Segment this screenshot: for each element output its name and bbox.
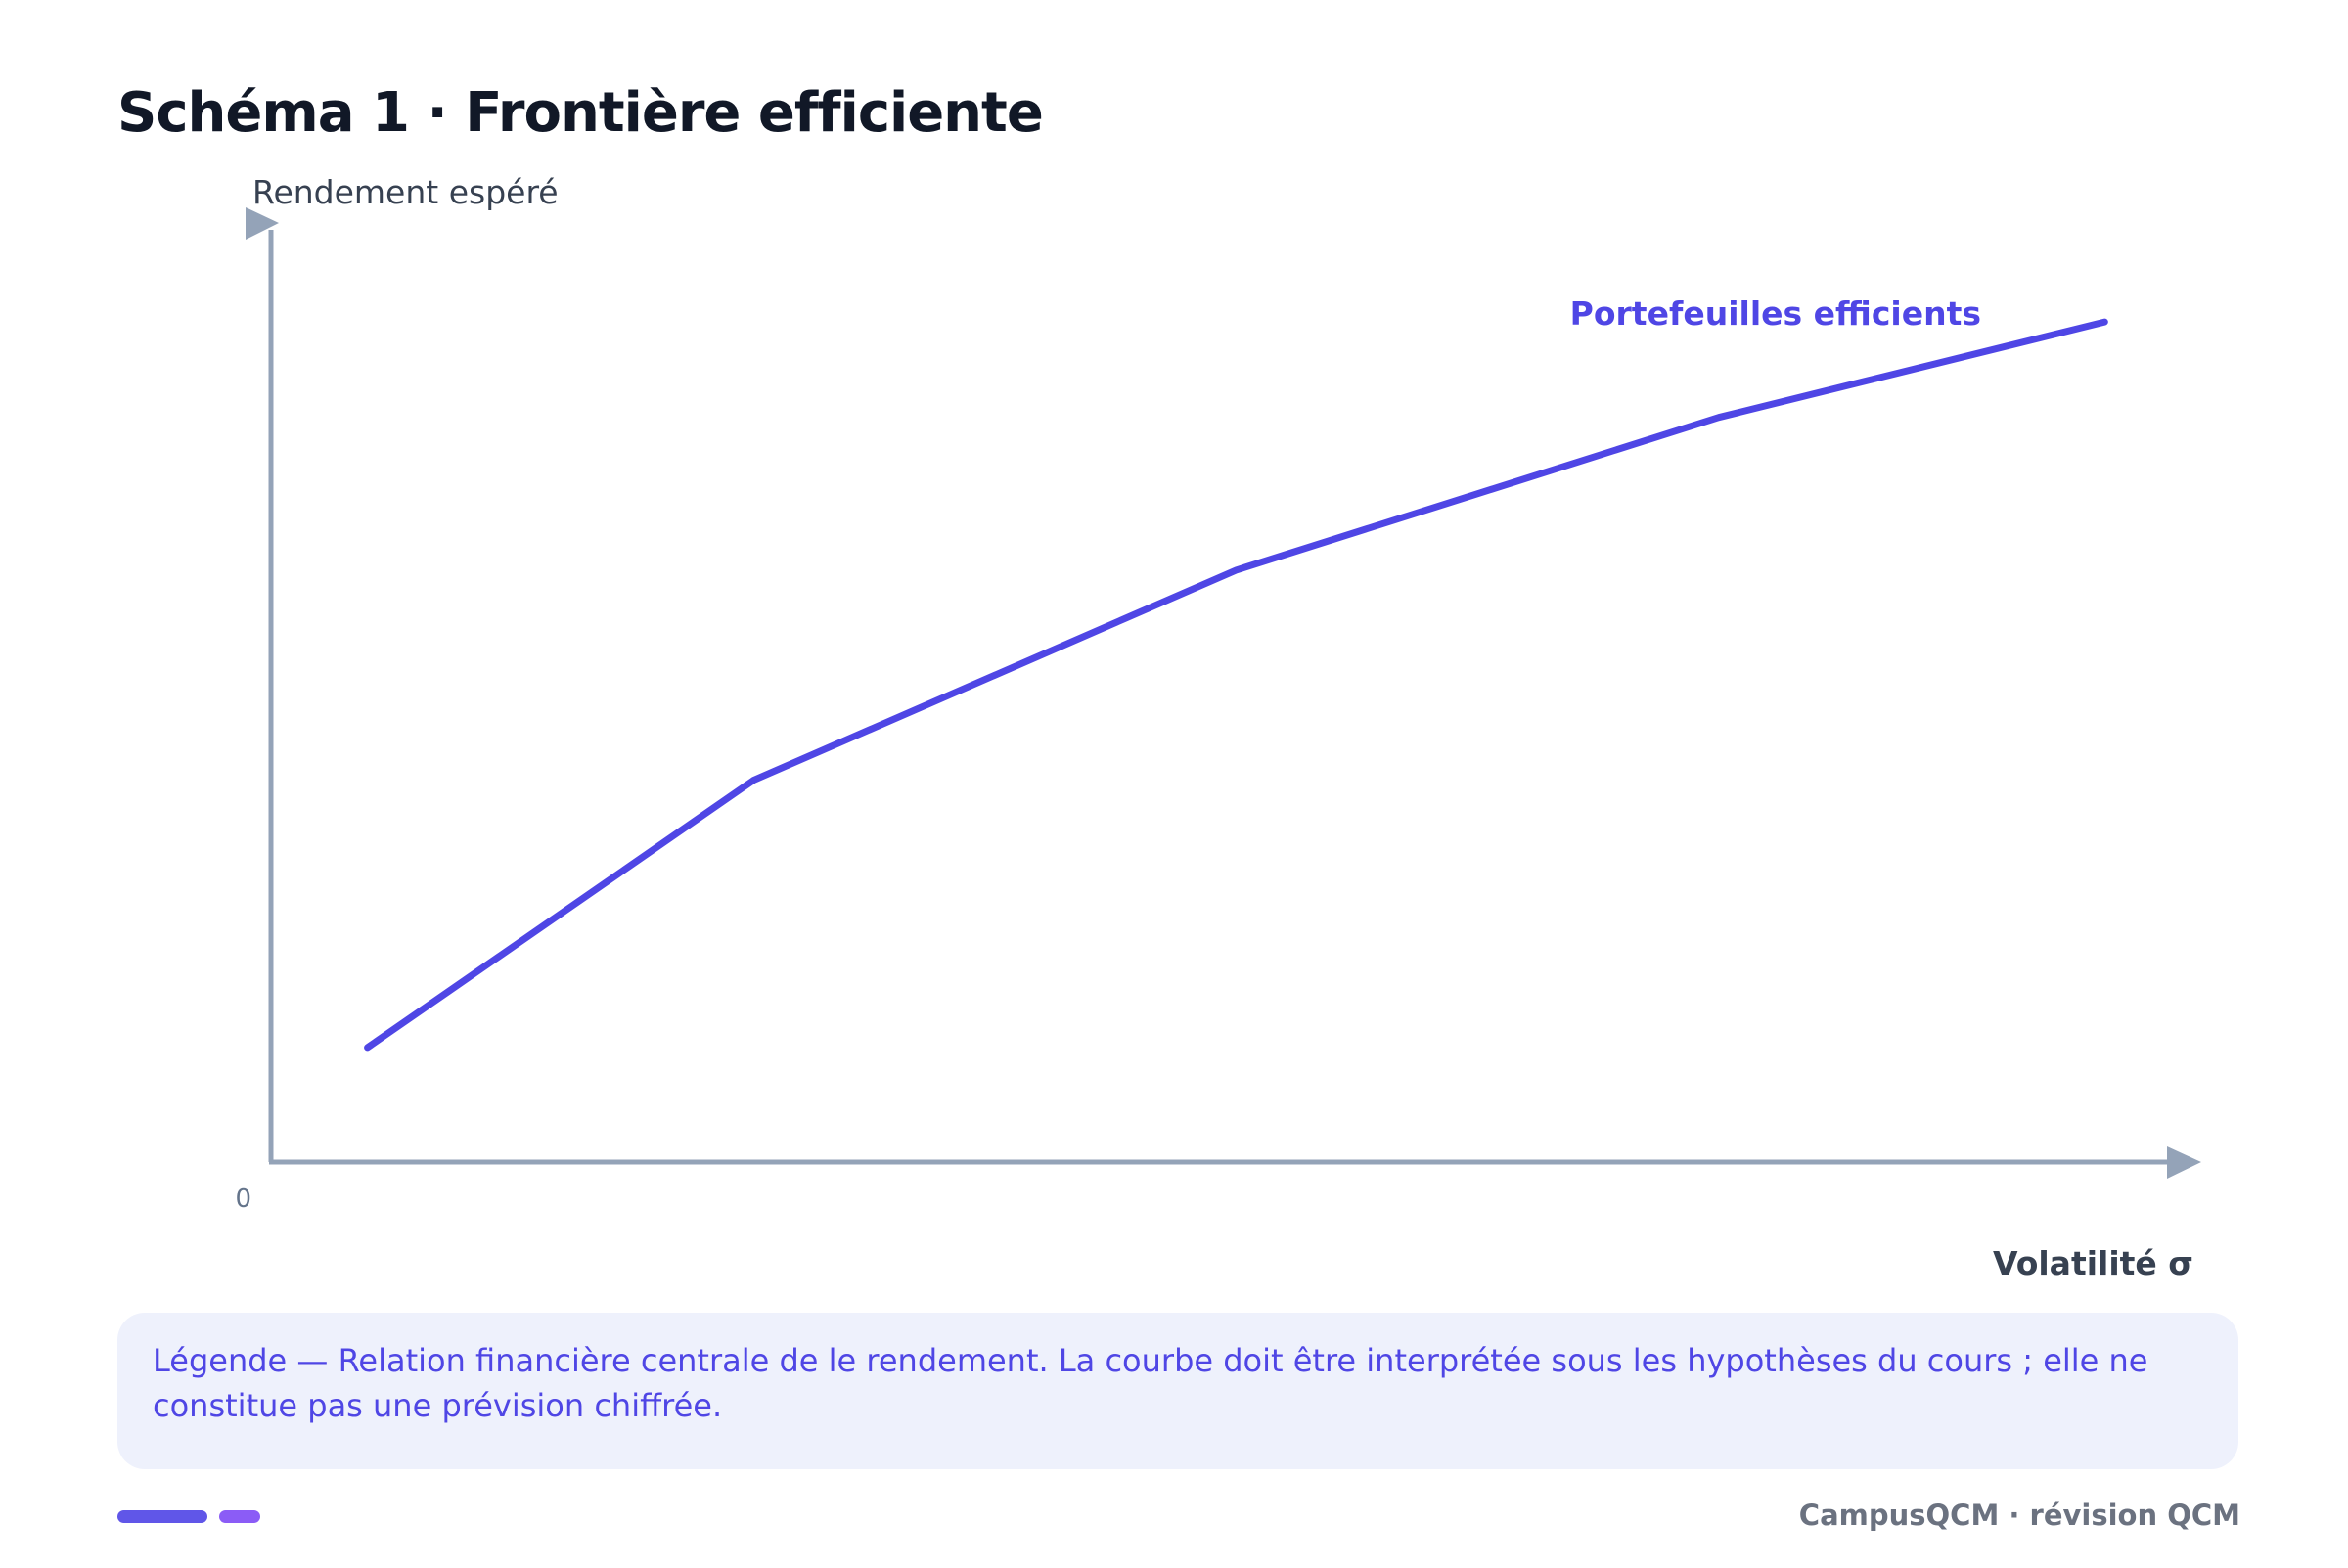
legend-box: Légende — Relation financière centrale d… [117, 1313, 2238, 1469]
origin-label: 0 [235, 1185, 251, 1214]
y-axis-arrow [246, 207, 279, 240]
x-axis-label: Volatilité σ [1993, 1244, 2193, 1282]
frontier-chart: Rendement espéré Volatilité σ 0 Portefeu… [235, 173, 2201, 1282]
page-title: Schéma 1 · Frontière efficiente [117, 81, 1044, 145]
x-axis-arrow [2167, 1146, 2201, 1179]
series-line-0 [364, 318, 2108, 1052]
footer-accent-bar-1 [117, 1510, 207, 1523]
series-label: Portefeuilles efficients [1570, 294, 1981, 333]
legend-text: Légende — Relation financière centrale d… [153, 1342, 2148, 1424]
footer-brand: CampusQCM · révision QCM [1798, 1499, 2240, 1532]
y-axis-label: Rendement espéré [252, 173, 559, 211]
footer-accent-bar-2 [219, 1510, 260, 1523]
series-group [364, 318, 2108, 1052]
